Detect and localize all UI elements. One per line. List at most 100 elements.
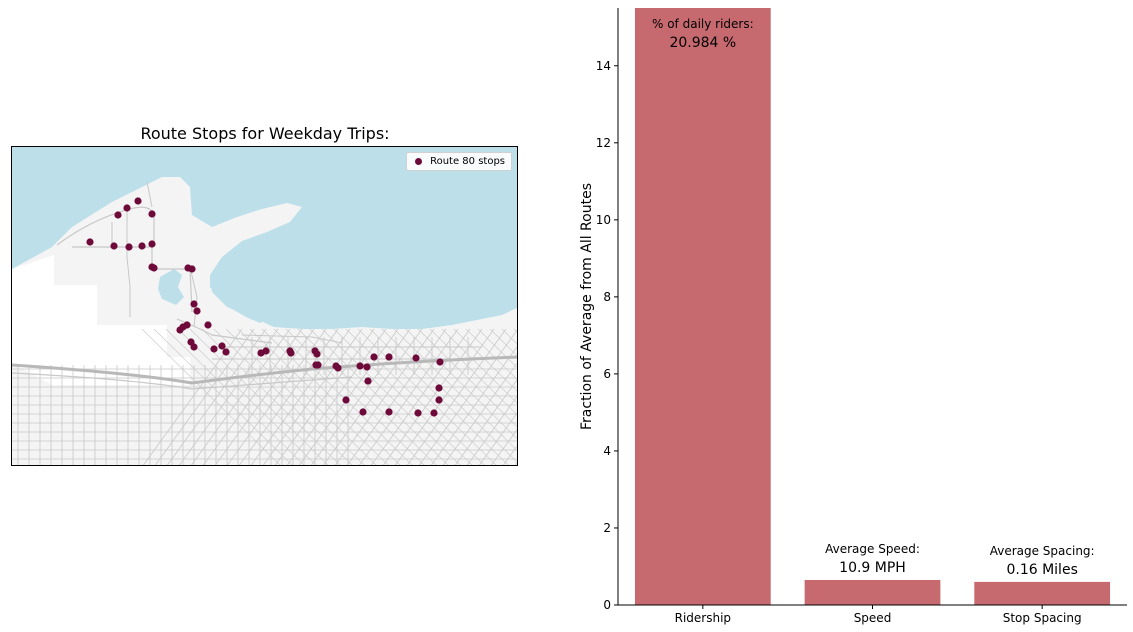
y-tick-label: 6 <box>603 367 611 381</box>
route-stop <box>363 363 371 371</box>
street <box>442 362 517 465</box>
y-tick-label: 4 <box>603 444 611 458</box>
street <box>153 328 293 465</box>
street <box>333 328 473 465</box>
annotation-value: 0.16 Miles <box>1006 562 1077 578</box>
route-stop <box>114 211 122 219</box>
bar-chart: % of daily riders: 20.984 % Average Speed:… <box>579 8 1127 625</box>
route-stop <box>436 358 444 366</box>
route-stop <box>364 377 372 385</box>
route-map: Route 80 stops <box>11 146 518 466</box>
bars <box>634 8 1111 605</box>
street <box>261 328 401 465</box>
street <box>490 429 517 465</box>
street <box>478 412 517 465</box>
route-stop <box>312 361 320 369</box>
bar-ridership <box>634 8 771 605</box>
x-tick-label: Stop Spacing <box>1003 611 1082 625</box>
street <box>249 328 389 465</box>
street <box>453 328 517 392</box>
route-stop <box>334 364 342 372</box>
street <box>146 181 153 208</box>
route-stop <box>287 349 295 357</box>
street <box>345 328 485 465</box>
route-stop <box>385 353 393 361</box>
map-title: Route Stops for Weekday Trips: <box>140 124 390 143</box>
annotation-label: Average Speed: <box>825 542 920 556</box>
route-stop <box>134 197 142 205</box>
street <box>297 328 437 465</box>
street <box>126 207 131 317</box>
street <box>381 328 517 463</box>
y-tick-label: 2 <box>603 521 611 535</box>
route-stop <box>204 321 212 329</box>
annotation-value: 20.984 % <box>669 35 736 51</box>
street <box>405 328 517 439</box>
route-stop <box>430 409 438 417</box>
street <box>309 328 449 465</box>
route-stop <box>385 408 393 416</box>
y-tick-label: 12 <box>596 136 611 150</box>
route-stop <box>412 354 420 362</box>
street <box>285 328 425 465</box>
street <box>417 328 517 428</box>
route-stop <box>435 396 443 404</box>
y-tick-label: 8 <box>603 290 611 304</box>
map-legend: Route 80 stops <box>406 152 512 171</box>
street <box>241 334 343 344</box>
street <box>165 328 305 465</box>
y-tick-label: 0 <box>603 598 611 612</box>
street <box>12 355 517 385</box>
route-stop <box>435 384 443 392</box>
x-tick-label: Ridership <box>675 611 731 625</box>
bar-stop-spacing <box>974 581 1111 605</box>
route-stop <box>86 238 94 246</box>
stop-marker-icon <box>415 158 423 165</box>
route-stop <box>370 353 378 361</box>
route-stop <box>188 265 196 273</box>
unmapped-area <box>12 255 190 385</box>
street <box>393 328 517 451</box>
route-stop <box>148 240 156 248</box>
annotation-label: Average Spacing: <box>990 544 1095 558</box>
land-area <box>12 177 517 465</box>
street <box>225 328 365 465</box>
street-network <box>12 181 517 465</box>
street <box>176 318 273 344</box>
route-stop <box>190 343 198 351</box>
route-stop <box>313 350 321 358</box>
y-tick-label: 14 <box>596 59 611 73</box>
route-stop <box>190 300 198 308</box>
route-stop <box>414 409 422 417</box>
map-canvas <box>12 147 517 465</box>
street <box>357 328 497 465</box>
route-stop <box>356 362 364 370</box>
bar-annotations: % of daily riders: 20.984 % Average Speed:… <box>652 17 1095 578</box>
y-axis-ticks: 0 2 4 6 8 10 12 14 <box>596 59 618 612</box>
street <box>477 328 517 368</box>
street <box>429 328 517 416</box>
route-stop <box>123 204 131 212</box>
route-stop <box>222 348 230 356</box>
street <box>321 328 461 465</box>
x-tick-label: Speed <box>854 611 892 625</box>
route-stop <box>125 243 133 251</box>
street <box>213 328 353 465</box>
bar-speed <box>804 579 941 605</box>
street <box>454 379 517 465</box>
street <box>189 266 198 328</box>
route-stop <box>183 321 191 329</box>
route-stop <box>342 396 350 404</box>
street <box>466 395 517 465</box>
route-stops <box>86 197 444 417</box>
legend-label: Route 80 stops <box>430 156 505 167</box>
lake <box>158 269 184 305</box>
street <box>177 328 317 465</box>
x-axis-ticks: Ridership Speed Stop Spacing <box>675 605 1082 625</box>
route-stop <box>193 307 201 315</box>
route-stop <box>150 264 158 272</box>
street <box>465 328 517 380</box>
street <box>441 328 517 404</box>
y-axis-label: Fraction of Average from All Routes <box>579 183 595 430</box>
route-stop <box>359 408 367 416</box>
